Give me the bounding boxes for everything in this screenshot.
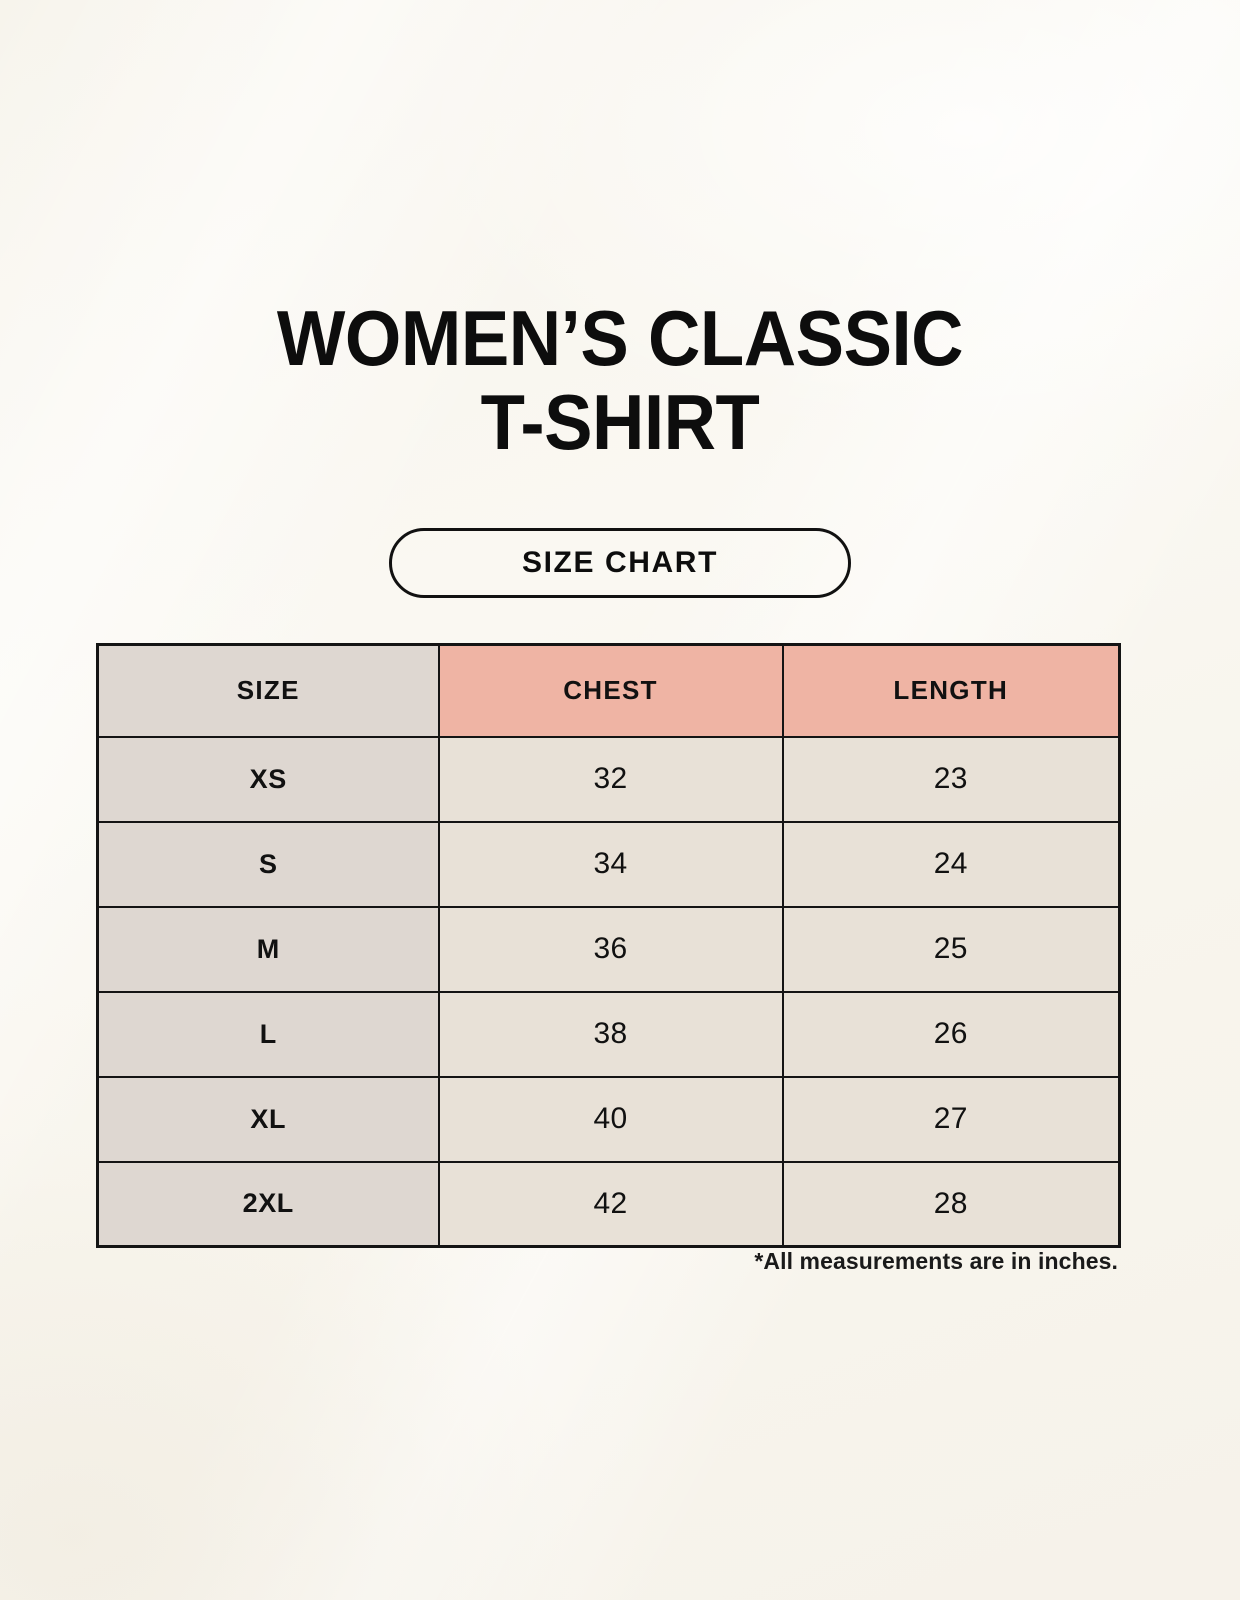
cell-size: S — [96, 820, 440, 908]
table-header: SIZE CHEST LENGTH — [96, 643, 1121, 738]
column-header-size: SIZE — [96, 643, 440, 738]
cell-size: M — [96, 905, 440, 993]
cell-length: 24 — [781, 820, 1121, 908]
cell-size: XL — [96, 1075, 440, 1163]
page-title: WOMEN’S CLASSIC T-SHIRT — [276, 294, 964, 466]
cell-chest: 34 — [437, 820, 784, 908]
cell-length: 28 — [781, 1160, 1121, 1248]
table-row: XS 32 23 — [96, 735, 1121, 823]
cell-length: 25 — [781, 905, 1121, 993]
column-header-chest: CHEST — [437, 643, 784, 738]
cell-chest: 32 — [437, 735, 784, 823]
table-row: S 34 24 — [96, 820, 1121, 908]
measurements-footnote: *All measurements are in inches. — [754, 1248, 1118, 1274]
cell-chest: 40 — [437, 1075, 784, 1163]
table-row: 2XL 42 28 — [96, 1160, 1121, 1248]
table-body: XS 32 23 S 34 24 M 36 25 L 38 26 XL 40 — [96, 735, 1121, 1248]
size-chart-table: SIZE CHEST LENGTH XS 32 23 S 34 24 M 36 … — [96, 643, 1121, 1248]
size-chart-badge-wrapper: SIZE CHART — [0, 528, 1240, 598]
table-row: XL 40 27 — [96, 1075, 1121, 1163]
size-chart-badge: SIZE CHART — [389, 528, 851, 598]
cell-size: 2XL — [96, 1160, 440, 1248]
table-header-row: SIZE CHEST LENGTH — [96, 643, 1121, 738]
table-row: M 36 25 — [96, 905, 1121, 993]
cell-chest: 42 — [437, 1160, 784, 1248]
cell-size: L — [96, 990, 440, 1078]
table-row: L 38 26 — [96, 990, 1121, 1078]
cell-length: 26 — [781, 990, 1121, 1078]
cell-length: 23 — [781, 735, 1121, 823]
cell-chest: 38 — [437, 990, 784, 1078]
cell-length: 27 — [781, 1075, 1121, 1163]
cell-size: XS — [96, 735, 440, 823]
cell-chest: 36 — [437, 905, 784, 993]
column-header-length: LENGTH — [781, 643, 1121, 738]
